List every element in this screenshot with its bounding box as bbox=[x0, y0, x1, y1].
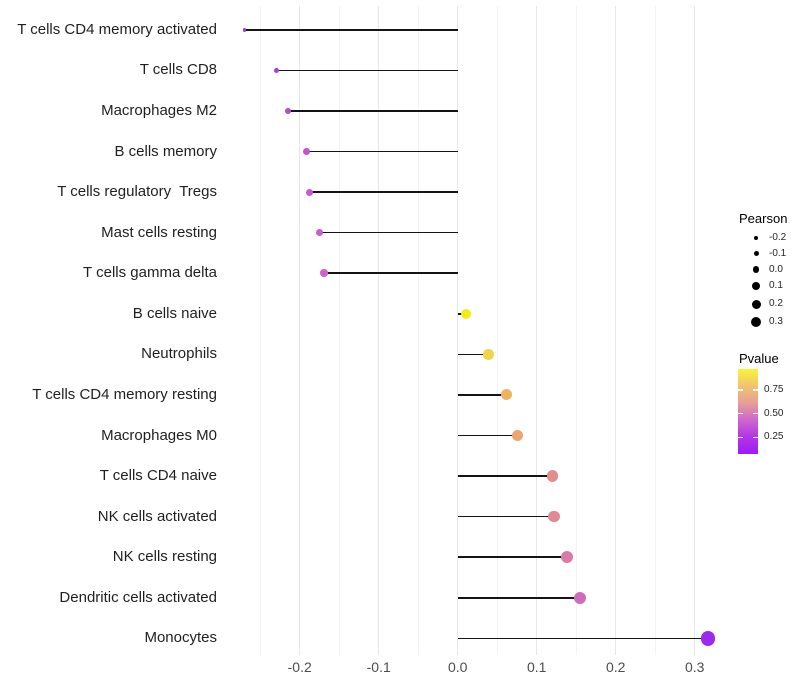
legend-pearson-title: Pearson bbox=[739, 211, 788, 226]
lollipop-stem bbox=[319, 231, 458, 234]
lollipop-dot bbox=[242, 28, 247, 32]
colorbar-tick-left bbox=[738, 436, 743, 438]
legend-size-key-label: 0.1 bbox=[769, 280, 783, 291]
y-axis-label: Macrophages M2 bbox=[101, 101, 217, 119]
lollipop-dot bbox=[302, 148, 310, 155]
lollipop-dot bbox=[560, 551, 573, 564]
pvalue-gradient-bar bbox=[738, 369, 758, 454]
legend-size-key-label: 0.2 bbox=[769, 298, 783, 309]
x-tick-label: 0.2 bbox=[605, 659, 626, 675]
legend-size-key-dot bbox=[752, 282, 760, 290]
lollipop-dot bbox=[501, 389, 513, 401]
colorbar-tick-label: 0.75 bbox=[764, 383, 784, 395]
colorbar-tick-left bbox=[738, 389, 743, 391]
lollipop-dot bbox=[546, 470, 559, 482]
legend-size-key-dot bbox=[751, 299, 761, 309]
legend-size-key-dot bbox=[752, 266, 760, 273]
colorbar-tick-label: 0.50 bbox=[764, 407, 784, 419]
colorbar-tick-right bbox=[753, 412, 758, 415]
x-tick-label: 0.0 bbox=[447, 659, 468, 675]
x-tick-label: 0.3 bbox=[684, 659, 705, 675]
y-axis-label: T cells CD8 bbox=[139, 61, 217, 79]
colorbar-tick-label: 0.25 bbox=[764, 431, 784, 443]
colorbar-tick-left bbox=[738, 412, 743, 415]
lollipop-stem bbox=[306, 150, 458, 153]
x-tick-label: -0.2 bbox=[287, 659, 312, 675]
y-axis-label: NK cells activated bbox=[97, 507, 217, 525]
lollipop-dot bbox=[306, 188, 314, 196]
legend-size-key-label: 0.0 bbox=[769, 263, 783, 275]
major-gridline bbox=[378, 6, 380, 655]
legend-size-key-label: 0.3 bbox=[769, 316, 783, 327]
lollipop-stem bbox=[309, 191, 458, 193]
lollipop-stem bbox=[457, 394, 507, 396]
colorbar-tick-right bbox=[753, 436, 758, 438]
y-axis-label: B cells naive bbox=[132, 304, 217, 322]
lollipop-dot bbox=[320, 269, 328, 277]
y-axis-label: T cells CD4 memory resting bbox=[32, 385, 217, 403]
legend-size-key-dot bbox=[754, 236, 758, 240]
minor-gridline bbox=[496, 6, 498, 655]
major-gridline bbox=[615, 6, 617, 655]
lollipop-dot bbox=[700, 631, 716, 646]
lollipop-dot bbox=[573, 591, 587, 605]
minor-gridline bbox=[654, 6, 656, 655]
lollipop-dot bbox=[273, 67, 279, 73]
lollipop-stem bbox=[457, 475, 553, 477]
y-axis-label: T cells gamma delta bbox=[83, 264, 217, 282]
lollipop-stem bbox=[244, 29, 458, 31]
legend-size-key-dot bbox=[753, 251, 759, 256]
minor-gridline bbox=[417, 6, 419, 655]
y-axis-label: T cells CD4 memory activated bbox=[17, 20, 217, 38]
lollipop-stem bbox=[457, 515, 555, 518]
y-axis-label: B cells memory bbox=[114, 142, 217, 160]
lollipop-dot bbox=[284, 107, 292, 115]
major-gridline bbox=[536, 6, 538, 655]
y-axis-label: Mast cells resting bbox=[101, 223, 217, 241]
y-axis-label: NK cells resting bbox=[112, 548, 217, 566]
y-axis-label: Macrophages M0 bbox=[101, 426, 217, 444]
lollipop-stem bbox=[287, 110, 458, 112]
y-axis-label: Neutrophils bbox=[141, 345, 217, 363]
x-tick-label: -0.1 bbox=[366, 659, 391, 675]
lollipop-dot bbox=[315, 228, 324, 237]
lollipop-dot bbox=[460, 308, 471, 319]
legend-size-key-dot bbox=[751, 317, 761, 327]
lollipop-stem bbox=[324, 272, 458, 274]
minor-gridline bbox=[575, 6, 577, 655]
lollipop-stem bbox=[457, 353, 489, 356]
y-axis-label: Dendritic cells activated bbox=[59, 588, 217, 606]
lollipop-stem bbox=[457, 637, 709, 640]
legend-size-key-label: -0.2 bbox=[769, 232, 787, 243]
minor-gridline bbox=[338, 6, 340, 655]
x-tick-label: 0.1 bbox=[526, 659, 547, 675]
lollipop-dot bbox=[512, 430, 524, 441]
y-axis-label: T cells regulatory Tregs bbox=[57, 183, 217, 201]
legend-size-key-label: -0.1 bbox=[769, 247, 787, 259]
lollipop-stem bbox=[457, 556, 567, 558]
major-gridline bbox=[299, 6, 301, 655]
legend-pvalue-title: Pvalue bbox=[739, 351, 779, 366]
lollipop-stem bbox=[276, 69, 458, 72]
lollipop-stem bbox=[457, 434, 518, 437]
lollipop-dot bbox=[548, 510, 560, 523]
lollipop-dot bbox=[483, 349, 494, 360]
y-axis-label: Monocytes bbox=[144, 629, 217, 647]
major-gridline bbox=[457, 6, 459, 655]
major-gridline bbox=[694, 6, 696, 655]
colorbar-tick-right bbox=[753, 389, 758, 391]
minor-gridline bbox=[259, 6, 261, 655]
y-axis-label: T cells CD4 naive bbox=[99, 467, 217, 485]
lollipop-stem bbox=[457, 597, 581, 599]
